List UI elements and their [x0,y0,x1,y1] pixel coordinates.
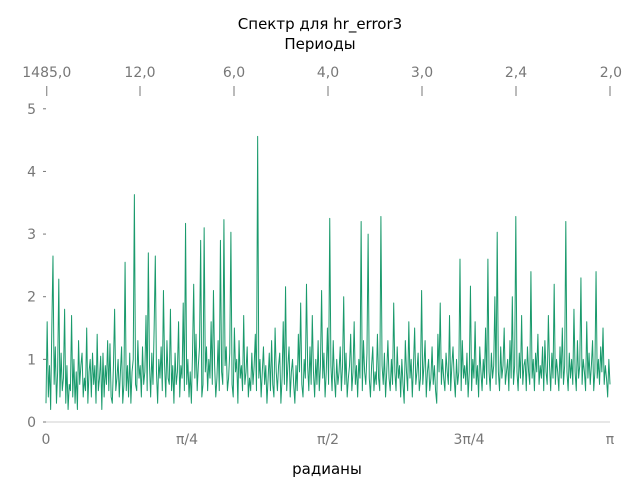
top-tick-label: 2,0 [600,65,622,81]
top-tick-label: 3,0 [411,65,433,81]
spectrum-series-line [45,135,611,410]
x-axis: 0 π/4 π/2 3π/4 π [42,432,615,448]
series-layer [45,135,611,410]
y-tick-label: 0 [27,415,36,431]
y-tick-label: 5 [27,102,36,118]
top-tick-label: 2,4 [505,65,527,81]
x-axis-title: радианы [292,460,362,478]
y-axis: 0 1 2 3 4 5 [27,102,46,431]
x-tick-label: 3π/4 [454,432,485,448]
y-tick-label: 3 [27,227,36,243]
x-tick-label: 0 [42,432,51,448]
x-tick-label: π/4 [176,432,198,448]
y-tick-label: 1 [27,352,36,368]
top-tick-label: 6,0 [223,65,245,81]
top-axis: 1485,0 12,0 6,0 4,0 3,0 2,4 2,0 [22,65,622,96]
x-tick-label: π/2 [317,432,339,448]
chart-title: Спектр для hr_error3 [237,15,403,33]
top-axis-title: Периоды [284,35,356,53]
y-tick-label: 2 [27,290,36,306]
top-tick-label: 12,0 [124,65,155,81]
y-tick-label: 4 [27,164,36,180]
top-tick-label: 1485,0 [22,65,71,81]
top-tick-label: 4,0 [317,65,339,81]
x-tick-label: π [606,432,615,448]
